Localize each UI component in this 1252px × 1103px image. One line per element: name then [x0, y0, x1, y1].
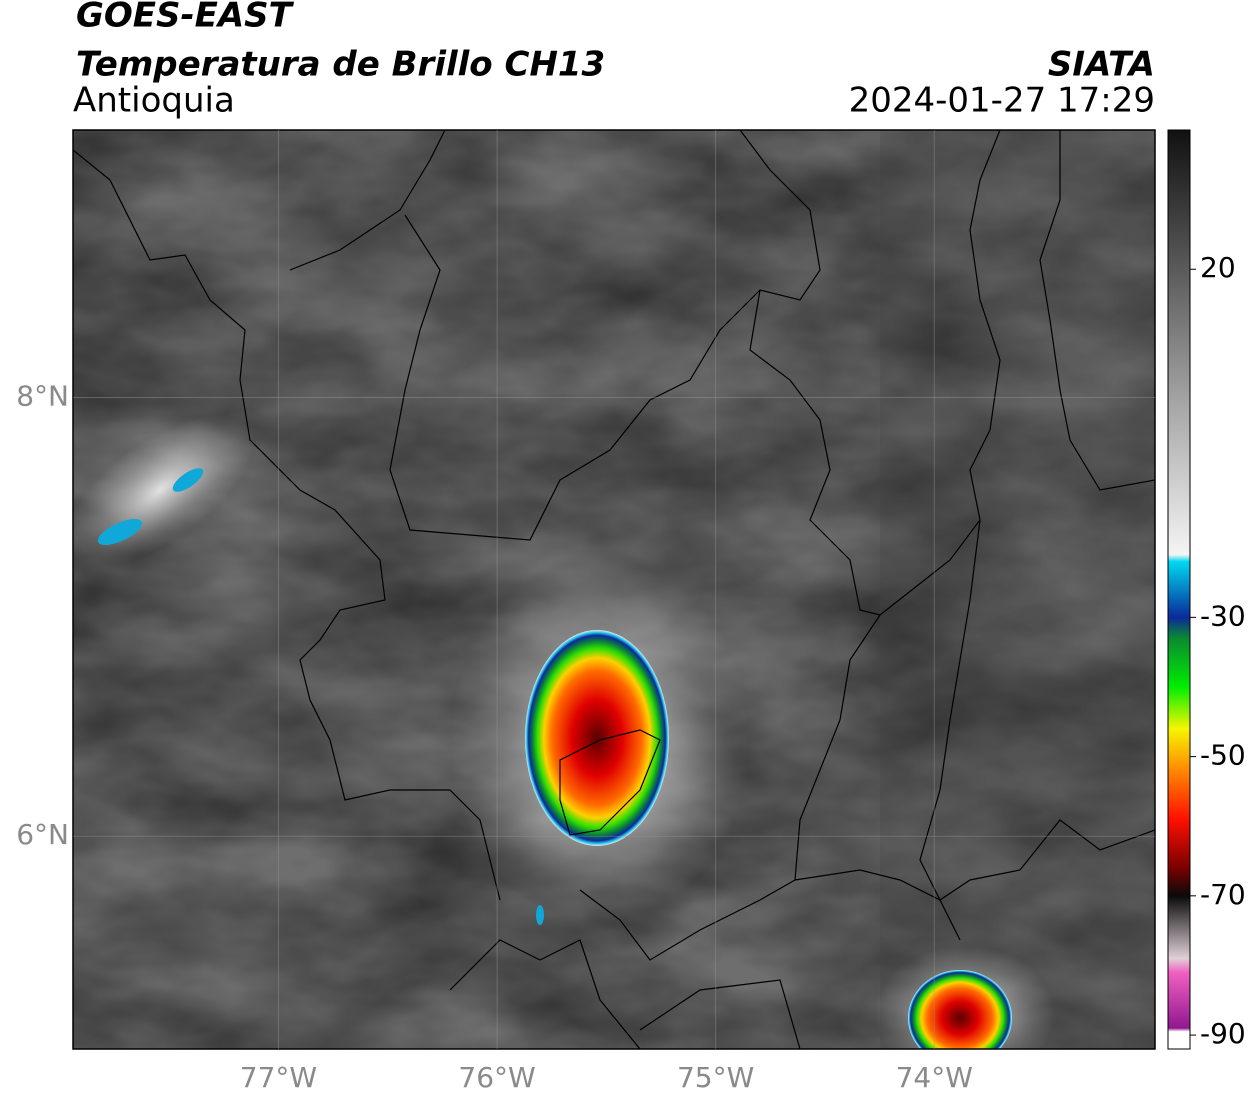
convective-cell [908, 970, 1012, 1049]
datetime: 2024-01-27 17:29 [849, 81, 1155, 121]
borders [73, 130, 1155, 1049]
map-frame [72, 129, 1156, 1050]
title: GOES-EAST [76, 0, 295, 36]
cold-cloud [536, 905, 544, 925]
lon-tick-label: 76°W [458, 1061, 535, 1094]
convective-cell [525, 630, 669, 846]
lat-tick-label: 6°N [16, 818, 69, 851]
map-area [73, 130, 1155, 1049]
lon-tick-label: 75°W [677, 1061, 754, 1094]
lon-tick-label: 74°W [896, 1061, 973, 1094]
shade [880, 130, 1155, 1049]
region: Antioquia [73, 81, 235, 121]
colorbar-tick-label: -30 [1200, 599, 1246, 632]
colorbar-tick-label: -50 [1200, 739, 1246, 772]
cold-cloud [97, 518, 143, 546]
lat-tick-label: 8°N [16, 380, 69, 413]
subtitle: Temperatura de Brillo CH13 [76, 45, 605, 85]
colorbar-tick-label: 20 [1200, 251, 1236, 284]
colorbar-tick-label: -70 [1200, 878, 1246, 911]
cold-cloud [172, 468, 204, 492]
lon-tick-label: 77°W [240, 1061, 317, 1094]
source: SIATA [1048, 45, 1155, 85]
colorbar [1167, 129, 1191, 1050]
colorbar-tick-label: -90 [1200, 1017, 1246, 1050]
